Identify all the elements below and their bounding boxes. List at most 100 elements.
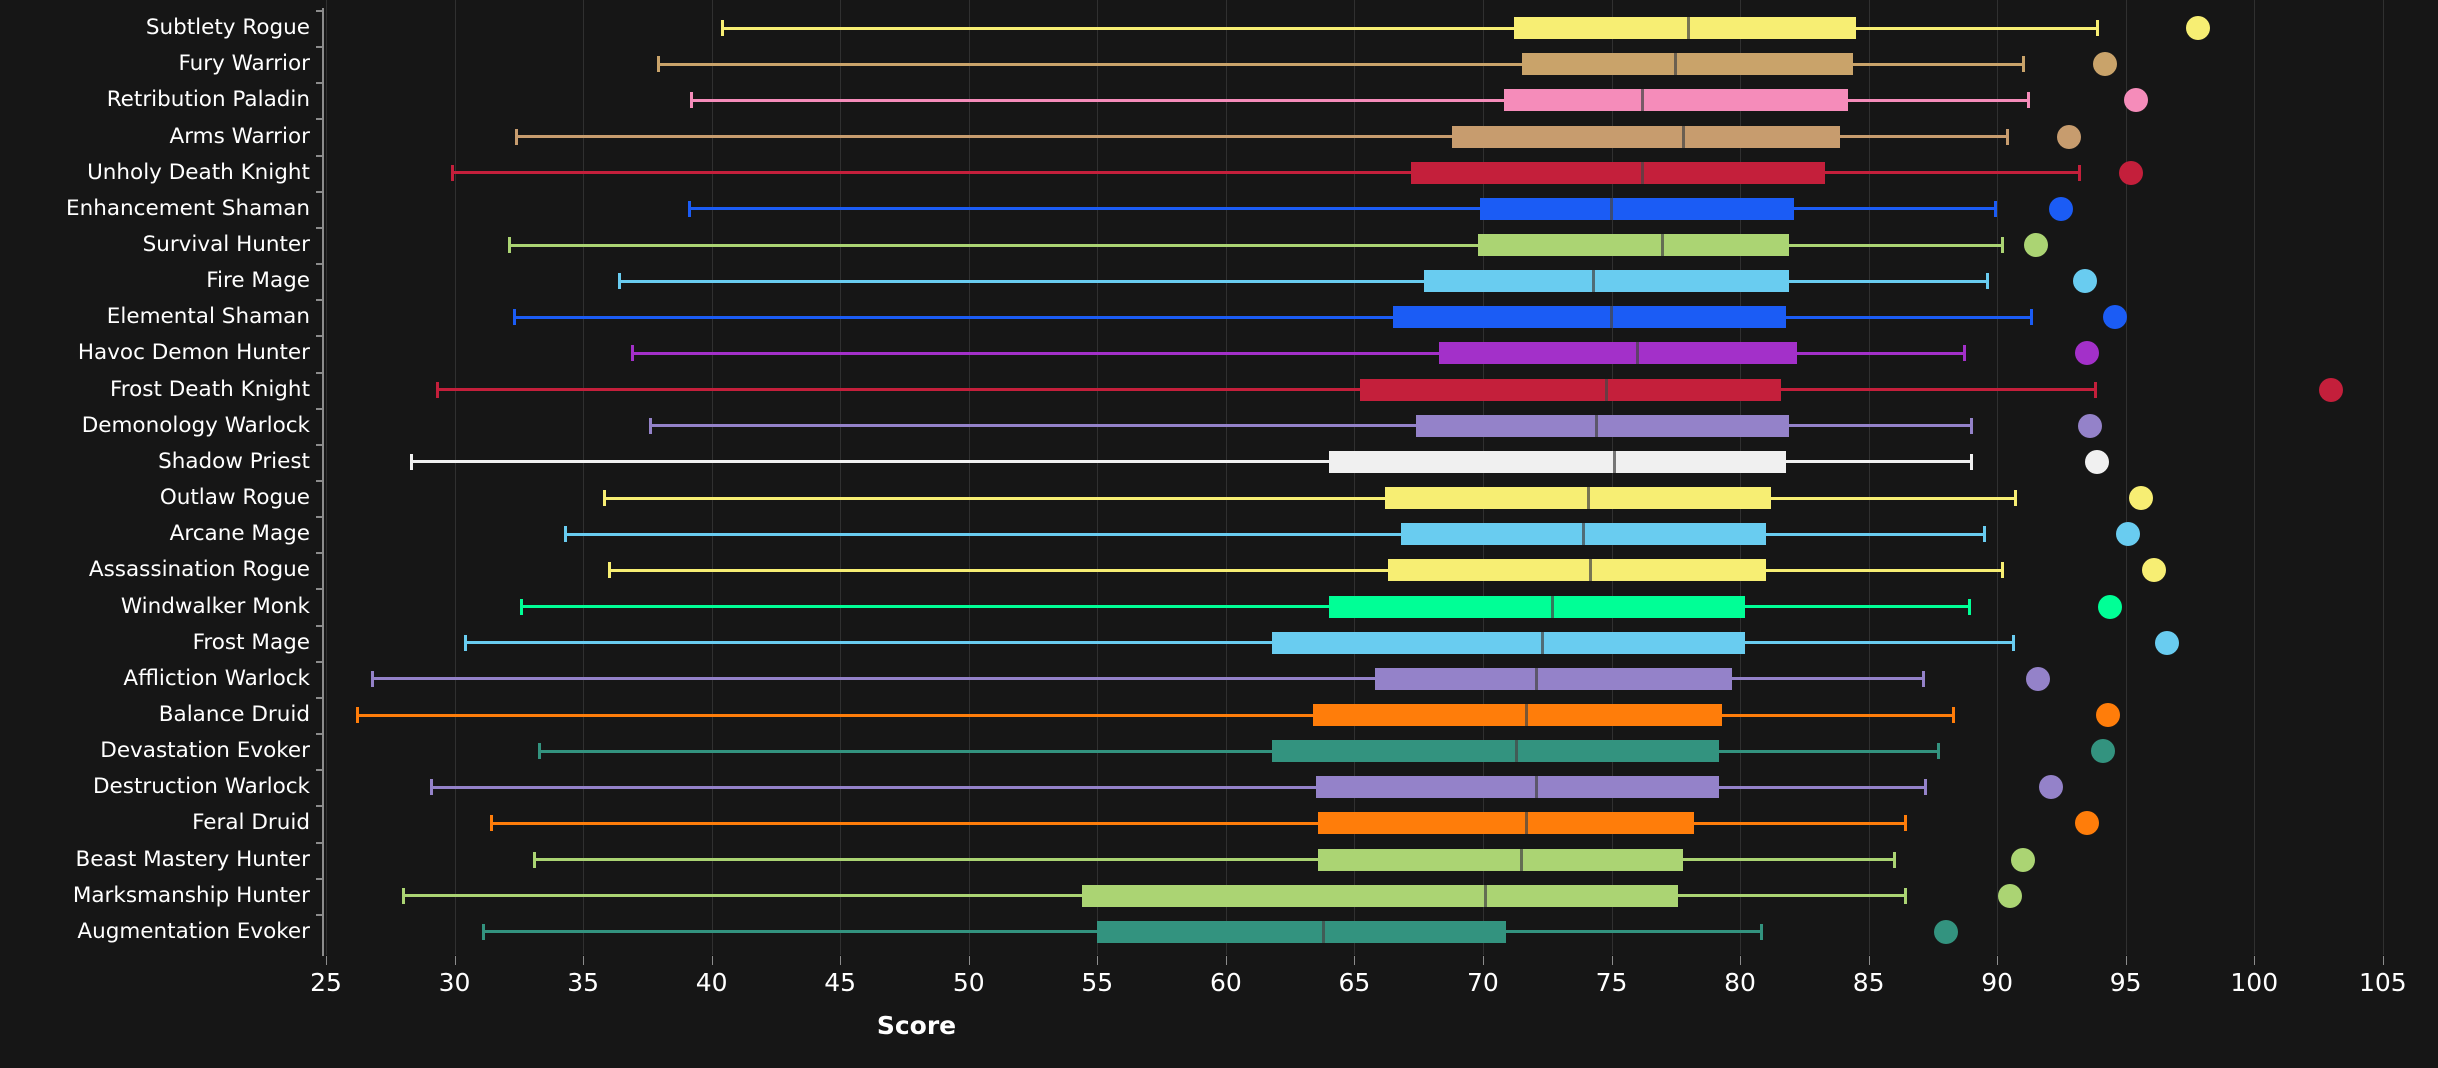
whisker-cap-low bbox=[463, 634, 467, 651]
y-axis-label: Windwalker Monk bbox=[120, 593, 310, 619]
outlier-point bbox=[2049, 196, 2074, 221]
y-axis-label: Survival Hunter bbox=[142, 232, 310, 257]
outlier-point bbox=[2075, 811, 2100, 836]
median-line bbox=[1635, 342, 1639, 365]
x-axis-tick bbox=[1097, 956, 1099, 965]
y-axis-tick bbox=[316, 10, 324, 12]
whisker-low bbox=[649, 424, 1417, 428]
box-iqr bbox=[1416, 414, 1789, 437]
whisker-cap-high bbox=[1952, 707, 1956, 723]
x-axis-tick-label: 80 bbox=[1724, 968, 1756, 997]
gridline bbox=[2125, 0, 2127, 955]
whisker-cap-high bbox=[1921, 670, 1925, 687]
median-line bbox=[1604, 378, 1608, 401]
whisker-cap-high bbox=[2029, 309, 2033, 326]
x-axis-tick bbox=[840, 956, 842, 965]
y-axis-tick bbox=[316, 696, 324, 699]
box-iqr bbox=[1521, 53, 1854, 76]
gridline bbox=[968, 0, 970, 955]
whisker-cap-high bbox=[1983, 526, 1987, 543]
y-axis-label: Fury Warrior bbox=[178, 51, 310, 77]
box-iqr bbox=[1315, 776, 1720, 799]
y-axis-label: Outlaw Rogue bbox=[159, 485, 310, 511]
x-axis-tick-label: 85 bbox=[1852, 968, 1885, 997]
x-axis-tick bbox=[326, 956, 327, 965]
outlier-point bbox=[2118, 160, 2143, 185]
y-axis-tick bbox=[316, 624, 324, 627]
whisker-cap-high bbox=[1924, 779, 1928, 796]
whisker-cap-high bbox=[2096, 20, 2100, 37]
whisker-low bbox=[657, 62, 1522, 66]
whisker-high bbox=[1840, 135, 2008, 139]
box-iqr bbox=[1374, 667, 1733, 690]
x-axis-tick-label: 55 bbox=[1081, 968, 1114, 997]
y-axis-label: Subtlety Rogue bbox=[145, 15, 310, 41]
whisker-cap-low bbox=[630, 345, 634, 362]
whisker-cap-low bbox=[687, 200, 691, 217]
box-iqr bbox=[1513, 17, 1856, 40]
whisker-low bbox=[521, 605, 1329, 609]
median-line bbox=[1484, 884, 1488, 907]
median-line bbox=[1610, 306, 1613, 329]
whisker-low bbox=[534, 858, 1319, 862]
whisker-cap-low bbox=[618, 273, 622, 290]
whisker-cap-high bbox=[1993, 200, 1997, 217]
x-axis-tick bbox=[1354, 956, 1356, 965]
outlier-point bbox=[2116, 522, 2141, 547]
y-axis-label: Balance Druid bbox=[158, 702, 310, 727]
whisker-cap-low bbox=[533, 851, 537, 868]
whisker-cap-low bbox=[656, 56, 660, 73]
whisker-cap-low bbox=[690, 92, 694, 109]
y-axis-tick bbox=[316, 371, 324, 374]
median-line bbox=[1525, 812, 1529, 835]
whisker-cap-high bbox=[2001, 237, 2005, 253]
whisker-low bbox=[691, 98, 1504, 102]
whisker-cap-high bbox=[2027, 92, 2030, 109]
x-axis-title: Score bbox=[0, 1011, 2438, 1040]
whisker-cap-high bbox=[1962, 345, 1966, 362]
outlier-point bbox=[2077, 413, 2102, 438]
gridline bbox=[2254, 0, 2256, 955]
whisker-cap-low bbox=[435, 381, 439, 398]
outlier-point bbox=[2154, 630, 2179, 655]
y-axis-label: Arcane Mage bbox=[169, 521, 310, 547]
x-axis-tick bbox=[968, 956, 970, 965]
outlier-point bbox=[2072, 269, 2097, 294]
x-axis-tick bbox=[2382, 956, 2384, 965]
y-axis-tick bbox=[316, 443, 324, 446]
whisker-high bbox=[1788, 279, 1987, 283]
median-line bbox=[1589, 559, 1593, 582]
y-axis-label: Arms Warrior bbox=[169, 123, 310, 149]
whisker-low bbox=[508, 243, 1478, 247]
y-axis-tick bbox=[316, 407, 324, 410]
whisker-low bbox=[631, 351, 1440, 355]
median-line bbox=[1612, 450, 1616, 473]
y-axis-label: Retribution Paladin bbox=[106, 87, 310, 113]
y-axis-label: Feral Druid bbox=[192, 810, 310, 836]
median-line bbox=[1514, 740, 1518, 763]
whisker-cap-low bbox=[450, 164, 454, 181]
y-axis-label: Marksmanship Hunter bbox=[72, 882, 310, 908]
x-axis-tick bbox=[1482, 956, 1484, 965]
whisker-cap-low bbox=[538, 743, 542, 760]
x-axis-tick-label: 40 bbox=[695, 968, 728, 997]
whisker-cap-low bbox=[607, 562, 611, 579]
whisker-high bbox=[1788, 243, 2003, 247]
gridline bbox=[454, 0, 456, 955]
x-axis-tick bbox=[583, 956, 585, 965]
whisker-cap-low bbox=[515, 128, 519, 145]
box-iqr bbox=[1439, 342, 1797, 365]
whisker-high bbox=[1786, 460, 1972, 464]
whisker-high bbox=[1732, 677, 1923, 681]
x-axis-tick-label: 60 bbox=[1209, 968, 1242, 997]
whisker-low bbox=[619, 279, 1424, 283]
box-iqr bbox=[1503, 89, 1849, 112]
whisker-high bbox=[1745, 605, 1969, 609]
whisker-high bbox=[1678, 894, 1905, 898]
whisker-cap-high bbox=[1967, 598, 1971, 615]
x-axis-tick bbox=[2125, 956, 2127, 965]
y-axis-tick bbox=[316, 190, 324, 193]
whisker-cap-high bbox=[1937, 743, 1941, 760]
y-axis-tick bbox=[316, 660, 324, 663]
